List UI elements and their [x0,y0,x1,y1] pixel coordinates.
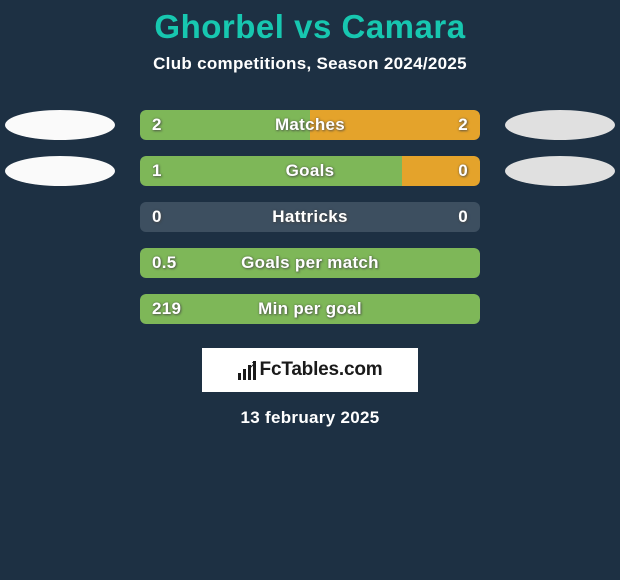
stat-label: Goals [140,156,480,186]
player-comparison-card: Ghorbel vs Camara Club competitions, Sea… [0,0,620,580]
season-subtitle: Club competitions, Season 2024/2025 [0,54,620,74]
stat-label: Goals per match [140,248,480,278]
team-crest-left [5,156,115,186]
source-logo: ↗ FcTables.com [238,359,383,381]
player2-name: Camara [342,8,466,45]
stat-bar: 0Hattricks0 [140,202,480,232]
source-logo-box: ↗ FcTables.com [202,348,418,392]
vs-separator: vs [294,8,332,45]
player1-name: Ghorbel [154,8,284,45]
stat-value-right: 2 [458,110,468,140]
stat-value-right: 0 [458,202,468,232]
snapshot-date: 13 february 2025 [0,408,620,428]
comparison-title: Ghorbel vs Camara [0,8,620,46]
stats-container: 2Matches21Goals00Hattricks00.5Goals per … [0,102,620,332]
stat-label: Min per goal [140,294,480,324]
stat-row: 219Min per goal [0,286,620,332]
stat-row: 0Hattricks0 [0,194,620,240]
stat-value-right: 0 [458,156,468,186]
stat-row: 2Matches2 [0,102,620,148]
team-crest-right [505,110,615,140]
team-crest-left [5,110,115,140]
team-crest-right [505,156,615,186]
stat-row: 0.5Goals per match [0,240,620,286]
bar-chart-icon: ↗ [238,360,256,380]
stat-label: Hattricks [140,202,480,232]
source-logo-text: FcTables.com [260,359,383,381]
stat-bar: 2Matches2 [140,110,480,140]
stat-label: Matches [140,110,480,140]
stat-bar: 1Goals0 [140,156,480,186]
stat-bar: 0.5Goals per match [140,248,480,278]
stat-row: 1Goals0 [0,148,620,194]
stat-bar: 219Min per goal [140,294,480,324]
